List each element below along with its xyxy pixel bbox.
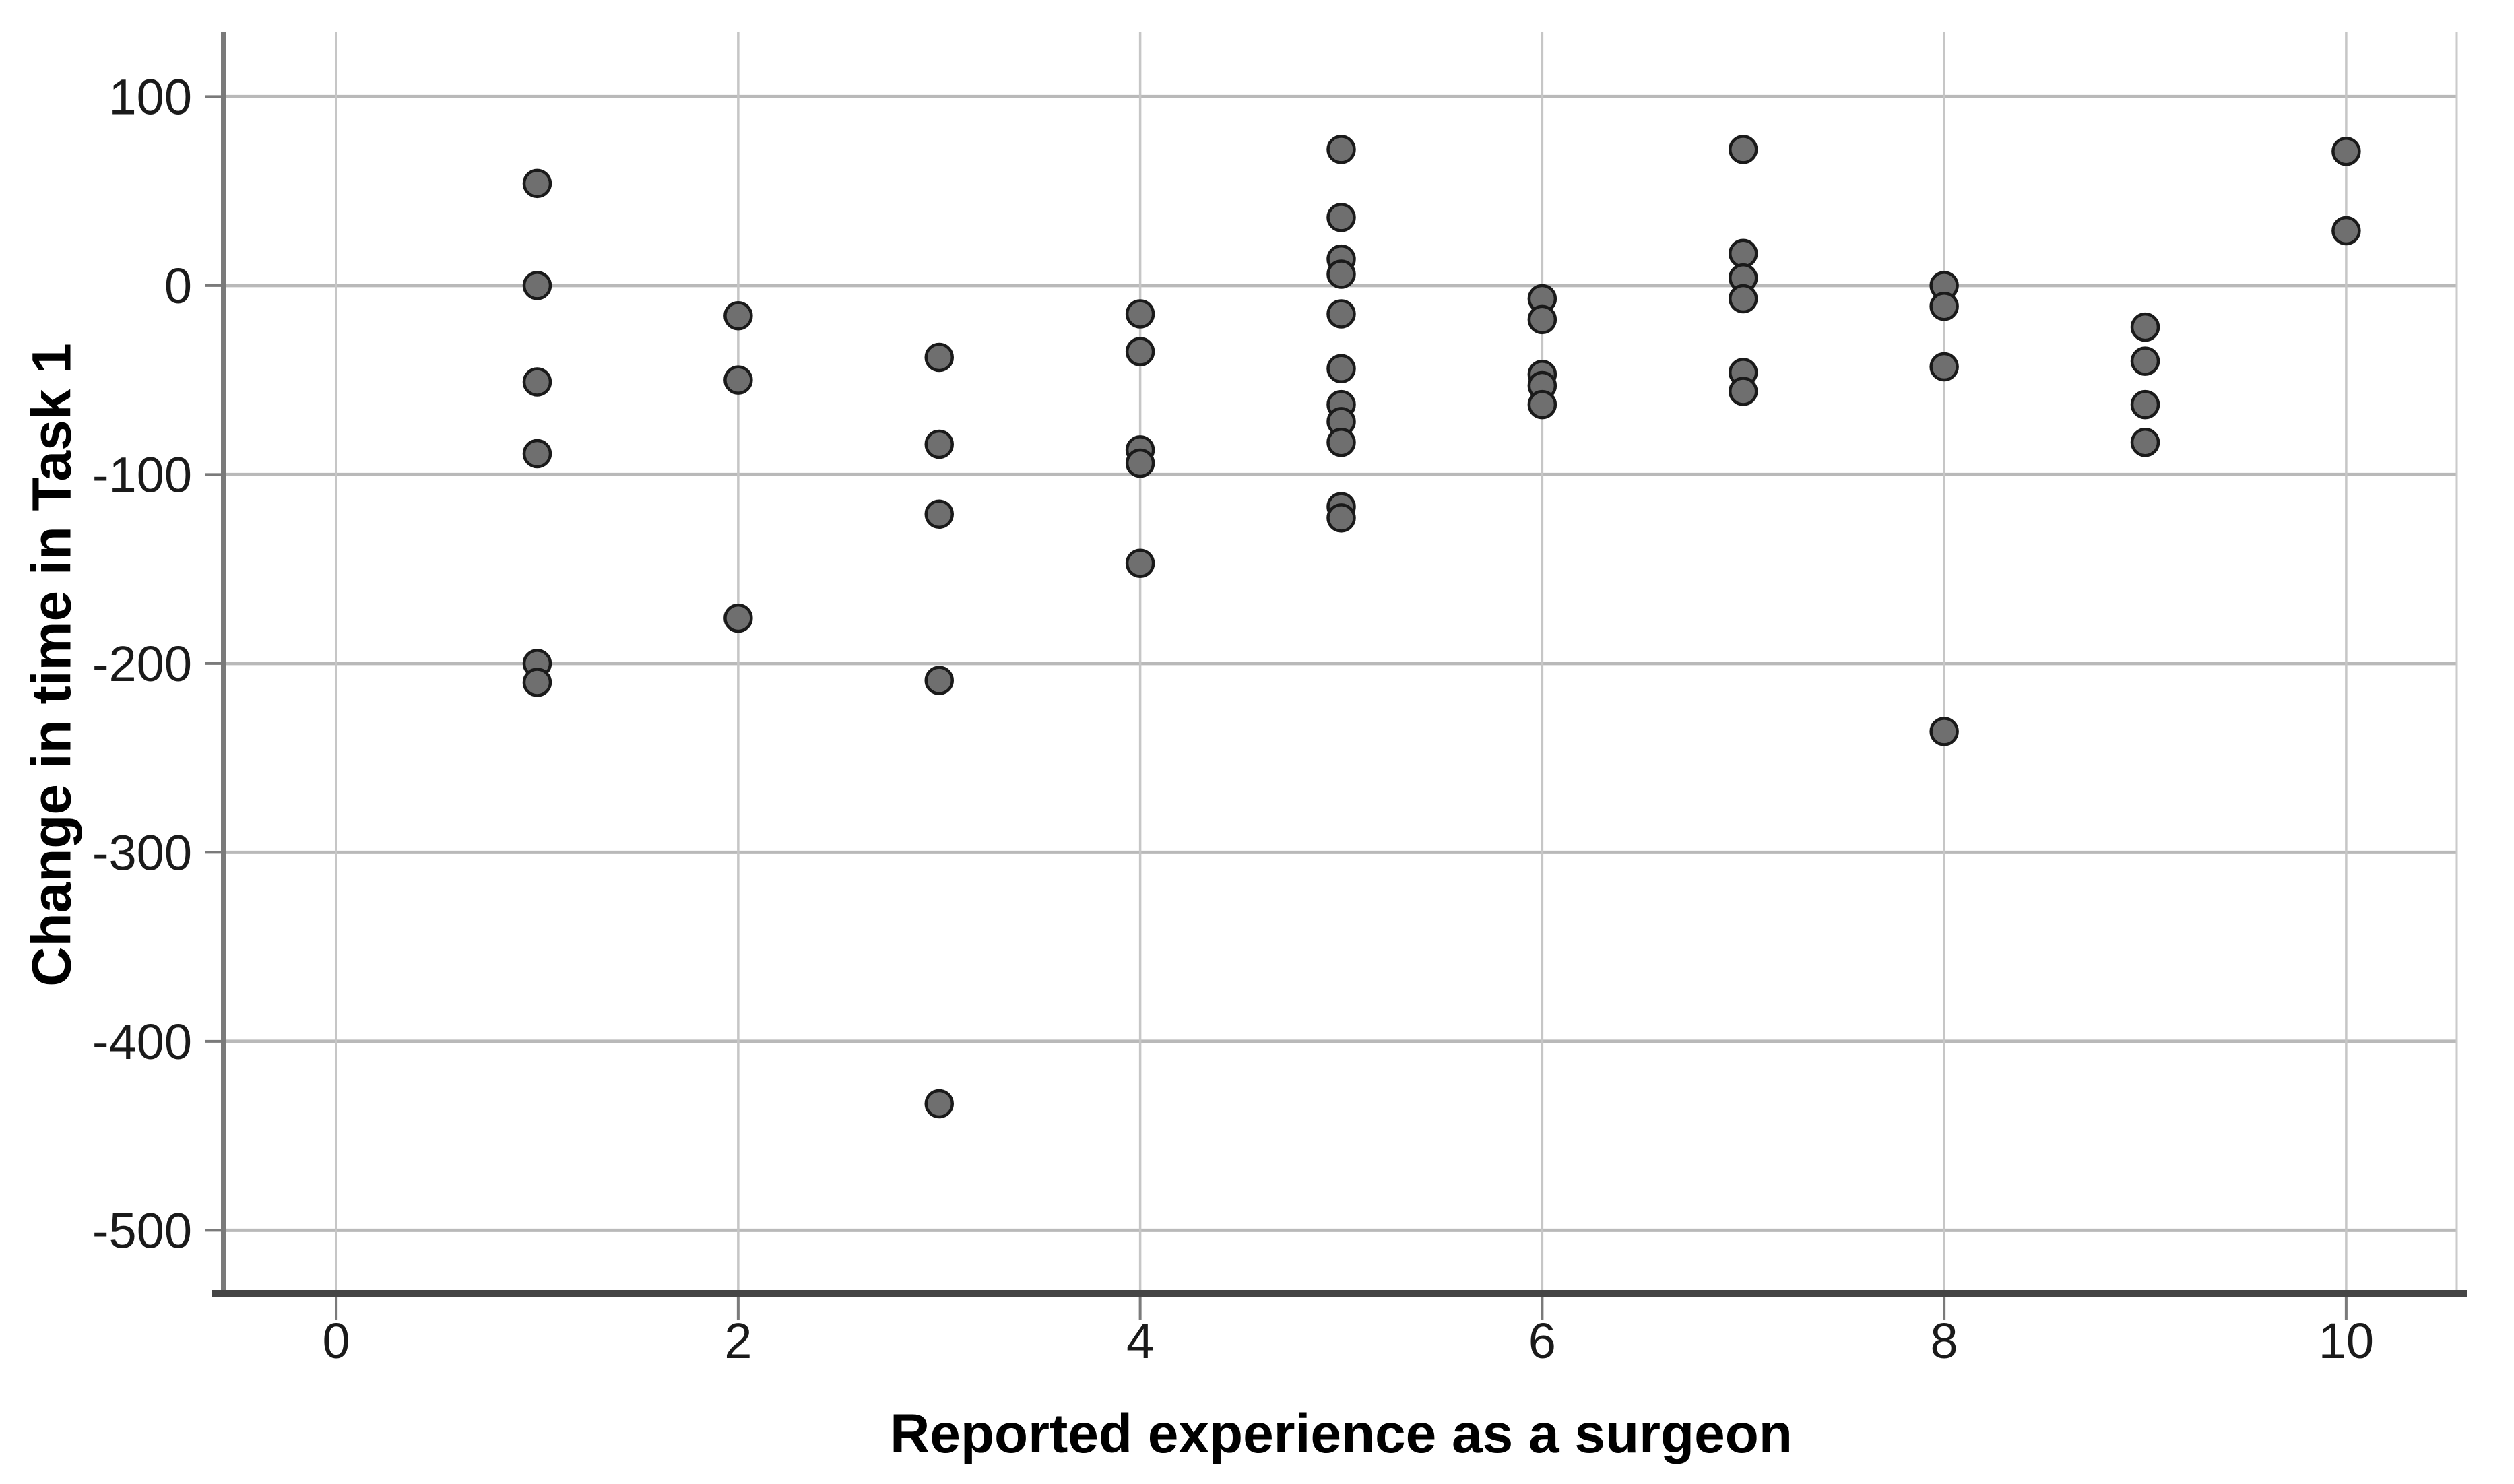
scatter-point[interactable] <box>1326 299 1356 329</box>
y-tick-label: -400 <box>92 1014 192 1070</box>
y-tick-label: 0 <box>164 258 192 314</box>
y-axis-title: Change in time in Task 1 <box>21 343 83 987</box>
scatter-point[interactable] <box>522 668 552 697</box>
scatter-point[interactable] <box>2331 136 2361 166</box>
x-tick-label: 10 <box>2319 1313 2374 1369</box>
scatter-point[interactable] <box>2331 216 2361 246</box>
scatter-point[interactable] <box>1729 238 1758 268</box>
scatter-point[interactable] <box>723 365 753 395</box>
y-tick-label: -300 <box>92 825 192 880</box>
x-tick-label: 0 <box>323 1313 350 1369</box>
scatter-point[interactable] <box>1729 284 1758 314</box>
x-axis-line <box>212 1290 2467 1297</box>
scatter-point[interactable] <box>924 429 954 459</box>
scatter-point[interactable] <box>522 271 552 300</box>
scatter-point[interactable] <box>1527 389 1557 420</box>
scatter-point[interactable] <box>1326 503 1356 533</box>
scatter-point[interactable] <box>924 499 954 529</box>
scatter-point[interactable] <box>522 168 552 199</box>
y-tick-label: 100 <box>109 69 192 125</box>
scatter-point[interactable] <box>1326 203 1356 232</box>
scatter-point[interactable] <box>522 439 552 469</box>
y-tick-label: -200 <box>92 636 192 692</box>
scatter-point[interactable] <box>1326 427 1356 457</box>
scatter-point[interactable] <box>1125 337 1155 366</box>
y-axis-line <box>221 32 226 1297</box>
scatter-point[interactable] <box>1326 259 1356 289</box>
scatter-point[interactable] <box>2130 389 2160 420</box>
scatter-point[interactable] <box>1125 548 1155 578</box>
y-tick-label: -500 <box>92 1202 192 1258</box>
scatter-point[interactable] <box>1729 377 1758 406</box>
scatter-point[interactable] <box>924 666 954 695</box>
scatter-point[interactable] <box>1125 299 1155 329</box>
scatter-point[interactable] <box>1326 135 1356 164</box>
scatter-point[interactable] <box>1729 135 1758 164</box>
x-tick-label: 2 <box>724 1313 752 1369</box>
scatter-point[interactable] <box>723 603 753 633</box>
x-tick-label: 4 <box>1126 1313 1154 1369</box>
scatter-point[interactable] <box>924 1089 954 1119</box>
x-axis-title: Reported experience as a surgeon <box>890 1403 1793 1464</box>
y-tick-label: -100 <box>92 447 192 503</box>
scatter-point[interactable] <box>1527 304 1557 335</box>
scatter-point[interactable] <box>2130 312 2160 342</box>
scatter-point[interactable] <box>522 367 552 397</box>
scatter-point[interactable] <box>2130 427 2160 457</box>
scatter-point[interactable] <box>723 301 753 331</box>
scatter-point[interactable] <box>1929 717 1959 746</box>
scatter-point[interactable] <box>1929 352 1959 382</box>
x-tick-label: 8 <box>1931 1313 1958 1369</box>
scatter-point[interactable] <box>1326 354 1356 384</box>
scatter-point[interactable] <box>1929 291 1959 321</box>
x-tick-label: 6 <box>1528 1313 1556 1369</box>
scatter-point[interactable] <box>2130 346 2160 376</box>
scatter-point[interactable] <box>924 342 954 373</box>
scatter-point[interactable] <box>1125 448 1155 478</box>
